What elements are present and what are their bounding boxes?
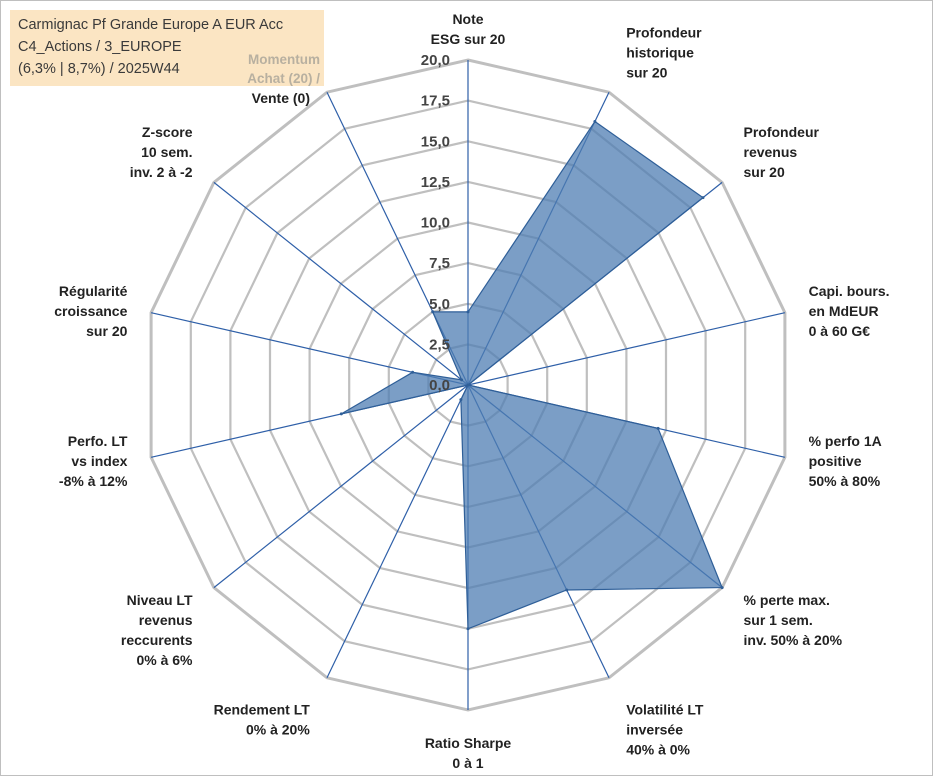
axis-label: Régularité xyxy=(59,283,128,299)
tick-label: 12,5 xyxy=(421,174,450,191)
axis-label: Ratio Sharpe xyxy=(425,735,512,751)
axis-label: 0 à 60 G€ xyxy=(809,323,871,339)
spoke-3 xyxy=(467,312,786,386)
axis-label: Z-score xyxy=(142,124,193,140)
axis-label: positive xyxy=(809,453,862,469)
spoke-12 xyxy=(213,181,469,386)
fund-name: Carmignac Pf Grande Europe A EUR Acc xyxy=(18,17,284,33)
axis-label: Profondeur xyxy=(626,24,702,40)
axis-label: revenus xyxy=(744,144,798,160)
data-point-6 xyxy=(565,588,569,592)
axis-label: Profondeur xyxy=(744,124,820,140)
radar-series xyxy=(339,120,724,631)
axis-label: vs index xyxy=(71,453,127,469)
axis-label: revenus xyxy=(139,612,193,628)
axis-label: sur 20 xyxy=(626,64,667,80)
momentum-label-line1: Momentum xyxy=(248,52,320,67)
data-point-4 xyxy=(656,426,660,430)
axis-label: 40% à 0% xyxy=(626,742,690,758)
axis-label: 0% à 6% xyxy=(136,652,193,668)
data-point-7 xyxy=(466,627,470,631)
radar-axis-labels: Note ESG sur 20 Profondeur historique sur 20… xyxy=(54,11,889,771)
data-point-12 xyxy=(460,378,464,382)
axis-label: sur 20 xyxy=(86,323,127,339)
tick-label: 20,0 xyxy=(421,52,450,69)
axis-label: Rendement LT xyxy=(214,702,311,718)
axis-label: inv. 50% à 20% xyxy=(744,632,843,648)
axis-label: inversée xyxy=(626,722,683,738)
tick-label: 0,0 xyxy=(429,377,450,394)
fund-period: (6,3% | 8,7%) / 2025W44 xyxy=(18,61,180,77)
axis-label: Note xyxy=(452,11,483,27)
momentum-label-line2: Achat (20) / xyxy=(247,71,320,86)
axis-label: en MdEUR xyxy=(809,303,879,319)
data-point-10 xyxy=(339,412,343,416)
axis-label: sur 1 sem. xyxy=(744,612,813,628)
data-point-2 xyxy=(701,196,705,200)
data-point-8 xyxy=(459,398,463,402)
vente-label: Vente (0) xyxy=(251,90,310,106)
data-point-1 xyxy=(593,120,597,123)
axis-label: % perte max. xyxy=(744,592,830,608)
axis-label: Volatilité LT xyxy=(626,702,704,718)
axis-label: 50% à 80% xyxy=(809,473,881,489)
tick-label: 5,0 xyxy=(429,296,450,313)
axis-label: croissance xyxy=(54,303,127,319)
spoke-9 xyxy=(213,384,469,589)
data-point-0 xyxy=(466,310,470,314)
data-point-9 xyxy=(466,383,470,387)
axis-label: Capi. bours. xyxy=(809,283,890,299)
spoke-8 xyxy=(326,384,469,679)
tick-label: 10,0 xyxy=(421,215,450,232)
radar-tick-labels: 0,0 2,5 5,0 7,5 10,0 12,5 15,0 17,5 20,0 xyxy=(421,52,450,394)
axis-label: 10 sem. xyxy=(141,144,192,160)
data-point-13 xyxy=(431,310,435,314)
tick-label: 17,5 xyxy=(421,93,450,110)
tick-label: 15,0 xyxy=(421,133,450,150)
axis-label: inv. 2 à -2 xyxy=(130,164,193,180)
fund-category: C4_Actions / 3_EUROPE xyxy=(18,39,182,55)
axis-label: Niveau LT xyxy=(127,592,193,608)
data-point-11 xyxy=(411,370,415,374)
tick-label: 7,5 xyxy=(429,255,450,272)
axis-label: reccurents xyxy=(121,632,193,648)
tick-label: 2,5 xyxy=(429,336,450,353)
axis-label: 0% à 20% xyxy=(246,722,310,738)
axis-label: % perfo 1A xyxy=(809,433,882,449)
chart-title-box: Carmignac Pf Grande Europe A EUR Acc C4_… xyxy=(10,10,324,86)
axis-label: ESG sur 20 xyxy=(431,31,506,47)
axis-label: -8% à 12% xyxy=(59,473,128,489)
axis-label: historique xyxy=(626,44,694,60)
axis-label: 0 à 1 xyxy=(452,755,483,771)
momentum-label: Momentum Achat (20) / xyxy=(200,50,320,88)
data-point-5 xyxy=(720,586,724,590)
axis-label: sur 20 xyxy=(744,164,785,180)
axis-label: Perfo. LT xyxy=(68,433,128,449)
